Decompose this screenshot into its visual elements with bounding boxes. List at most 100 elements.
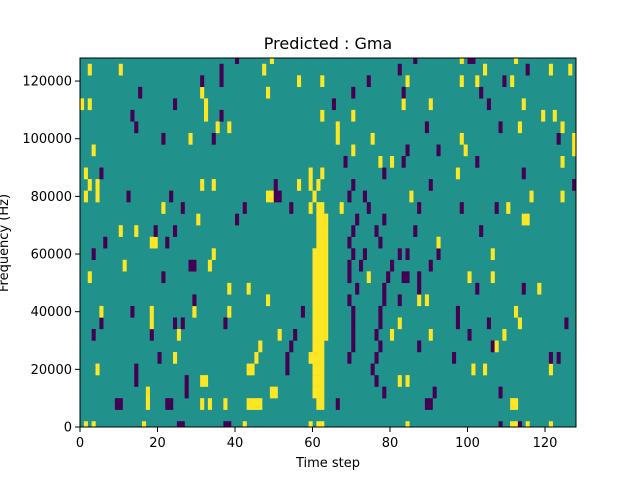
heatmap-cell <box>506 202 511 214</box>
heatmap-cell <box>390 156 395 168</box>
heatmap-cell <box>316 225 321 237</box>
heatmap-cell <box>173 352 178 364</box>
x-tick-label: 0 <box>76 436 84 451</box>
heatmap-cell <box>316 259 321 272</box>
heatmap-cell <box>355 213 360 226</box>
heatmap-cell <box>560 156 565 168</box>
heatmap-cell <box>316 328 321 341</box>
heatmap-cell <box>397 63 402 76</box>
heatmap-cell <box>459 58 464 64</box>
heatmap-cell <box>320 421 325 427</box>
heatmap-cell <box>312 259 317 272</box>
heatmap-cell <box>320 236 325 249</box>
heatmap-cell <box>467 58 472 64</box>
heatmap-cell <box>293 328 298 341</box>
x-tick-label: 80 <box>382 436 399 451</box>
heatmap-cell <box>316 352 321 364</box>
heatmap-cell <box>424 294 429 307</box>
heatmap-cell <box>308 202 313 214</box>
heatmap-cell <box>173 225 178 237</box>
heatmap-cell <box>525 63 530 76</box>
heatmap-cell <box>184 375 189 387</box>
heatmap-cell <box>514 421 519 427</box>
heatmap-cell <box>138 86 143 99</box>
heatmap-cell <box>173 98 178 111</box>
heatmap-cell <box>320 398 325 410</box>
heatmap-cell <box>254 398 259 410</box>
heatmap-cell <box>347 271 352 284</box>
heatmap-cell <box>366 271 371 284</box>
heatmap-cell <box>320 363 325 376</box>
heatmap-cell <box>320 294 325 307</box>
heatmap-cell <box>320 248 325 260</box>
heatmap-cell <box>455 317 460 330</box>
heatmap-cell <box>537 282 542 295</box>
heatmap-cell <box>312 328 317 341</box>
heatmap-cell <box>525 213 530 226</box>
heatmap-cell <box>347 236 352 249</box>
heatmap-cell <box>161 271 166 284</box>
heatmap-cell <box>467 328 472 341</box>
heatmap-cell <box>560 121 565 134</box>
heatmap-cell <box>289 202 294 214</box>
heatmap-cell <box>227 121 232 134</box>
heatmap-cell <box>374 225 379 237</box>
heatmap-cell <box>83 421 88 427</box>
heatmap-cell <box>200 179 205 191</box>
heatmap-cell <box>359 259 364 272</box>
y-tick-label: 60000 <box>31 248 72 263</box>
heatmap-cell <box>351 144 356 157</box>
heatmap-cell <box>347 259 352 272</box>
heatmap-cell <box>316 398 321 410</box>
heatmap-cell <box>351 305 356 318</box>
heatmap-cell <box>95 363 100 376</box>
heatmap-cell <box>572 179 576 191</box>
heatmap-cell <box>114 398 119 410</box>
heatmap-cell <box>521 98 526 111</box>
y-tick-label: 0 <box>64 421 72 436</box>
heatmap-cell <box>269 386 274 399</box>
heatmap-cell <box>204 98 209 111</box>
heatmap-cell <box>455 167 460 180</box>
heatmap-cell <box>273 190 278 203</box>
heatmap-cell <box>529 190 534 203</box>
x-tick-label: 40 <box>227 436 244 451</box>
heatmap-cell <box>324 213 329 226</box>
heatmap-cell <box>316 386 321 399</box>
heatmap-cell <box>196 213 201 226</box>
heatmap-cell <box>320 225 325 237</box>
heatmap-cell <box>436 144 441 157</box>
heatmap-cell <box>324 282 329 295</box>
heatmap-cell <box>382 294 387 307</box>
heatmap-cell <box>173 317 178 330</box>
heatmap-cell <box>483 63 488 76</box>
heatmap-cell <box>382 213 387 226</box>
heatmap-cell <box>149 236 154 249</box>
heatmap-cell <box>200 398 205 410</box>
heatmap-cell <box>320 213 325 226</box>
heatmap-cell <box>312 386 317 399</box>
heatmap-cell <box>483 363 488 376</box>
heatmap-cell <box>149 305 154 318</box>
heatmap-cell <box>246 363 251 376</box>
heatmap-cell <box>269 58 274 64</box>
heatmap-cell <box>153 236 158 249</box>
heatmap-cell <box>355 282 360 295</box>
heatmap-cell <box>83 167 88 180</box>
heatmap-cell <box>548 363 553 376</box>
heatmap-cell <box>459 75 464 88</box>
heatmap-cell <box>277 190 282 203</box>
heatmap-cell <box>428 179 433 191</box>
heatmap-cell <box>215 121 220 134</box>
heatmap-cell <box>452 352 457 364</box>
heatmap-cell <box>409 190 414 203</box>
heatmap-cell <box>308 179 313 191</box>
heatmap-cell <box>471 58 476 64</box>
heatmap-cell <box>320 340 325 353</box>
heatmap-cell <box>320 271 325 284</box>
heatmap-cell <box>83 190 88 203</box>
heatmap-cell <box>227 305 232 318</box>
heatmap-cell <box>91 421 96 427</box>
heatmap-cell <box>459 202 464 214</box>
heatmap-cell <box>157 352 162 364</box>
